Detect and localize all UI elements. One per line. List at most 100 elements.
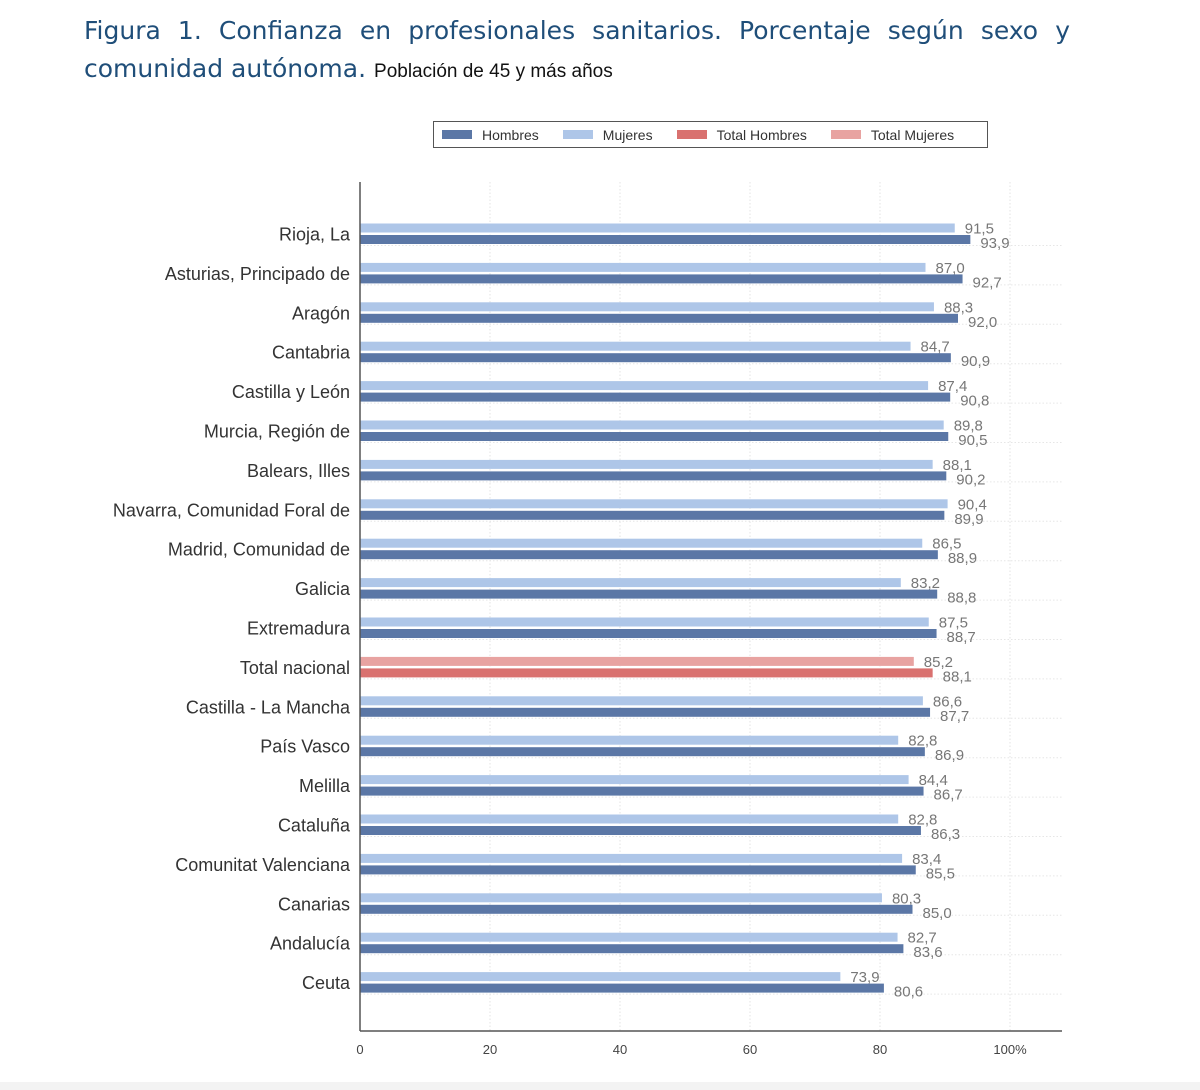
value-label-hombres-total-nacional: 88,1: [943, 668, 972, 685]
x-tick-label-60: 60: [743, 1042, 757, 1057]
category-label-canarias: Canarias: [278, 894, 350, 914]
bar-mujeres-total-nacional: [360, 656, 914, 666]
bar-hombres-melilla: [360, 786, 924, 796]
value-label-hombres-navarra-comunidad-foral-de: 89,9: [954, 511, 983, 528]
bar-hombres-madrid-comunidad-de: [360, 550, 938, 560]
legend-item-mujeres: Mujeres: [562, 126, 653, 143]
bar-hombres-andalucia: [360, 944, 904, 954]
value-label-hombres-pais-vasco: 86,9: [935, 747, 964, 764]
value-label-hombres-rioja-la: 93,9: [980, 235, 1009, 252]
category-label-andalucia: Andalucía: [270, 934, 351, 954]
bar-hombres-navarra-comunidad-foral-de: [360, 510, 945, 520]
legend-label-mujeres: Mujeres: [602, 126, 653, 143]
bar-hombres-ceuta: [360, 983, 884, 993]
category-label-total-nacional: Total nacional: [240, 658, 350, 678]
page-footer-band: [0, 1082, 1200, 1090]
value-label-hombres-comunitat-valenciana: 85,5: [926, 865, 955, 882]
bar-mujeres-cataluna: [360, 814, 899, 824]
legend-item-total-mujeres: Total Mujeres: [830, 126, 955, 143]
value-label-hombres-madrid-comunidad-de: 88,9: [948, 550, 977, 567]
bar-mujeres-cantabria: [360, 341, 911, 351]
value-label-mujeres-asturias-principado-de: 87,0: [936, 260, 965, 277]
category-label-rioja-la: Rioja, La: [279, 225, 351, 245]
bar-mujeres-castilla-la-mancha: [360, 696, 923, 706]
bar-mujeres-madrid-comunidad-de: [360, 538, 923, 548]
x-tick-label-80: 80: [873, 1042, 887, 1057]
category-label-castilla-la-mancha: Castilla - La Mancha: [186, 697, 351, 717]
value-label-mujeres-pais-vasco: 82,8: [908, 733, 937, 750]
legend-swatch-total-mujeres: [830, 130, 861, 139]
category-label-balears-illes: Balears, Illes: [247, 461, 350, 481]
value-label-hombres-cantabria: 90,9: [961, 353, 990, 370]
bar-mujeres-andalucia: [360, 932, 898, 942]
legend-swatch-hombres: [442, 130, 472, 139]
bar-hombres-castilla-y-leon: [360, 392, 951, 402]
value-label-hombres-castilla-la-mancha: 87,7: [940, 708, 969, 725]
value-label-mujeres-comunitat-valenciana: 83,4: [912, 851, 941, 868]
legend-label-total-mujeres: Total Mujeres: [870, 126, 955, 143]
category-label-melilla: Melilla: [299, 776, 351, 796]
bar-hombres-comunitat-valenciana: [360, 865, 916, 875]
category-label-galicia: Galicia: [295, 579, 351, 599]
x-tick-label-40: 40: [613, 1042, 627, 1057]
bar-hombres-balears-illes: [360, 471, 947, 481]
value-label-mujeres-rioja-la: 91,5: [965, 221, 994, 238]
bar-mujeres-galicia: [360, 578, 901, 588]
category-label-castilla-y-leon: Castilla y León: [232, 382, 350, 402]
bar-hombres-murcia-region-de: [360, 432, 949, 441]
bar-hombres-asturias-principado-de: [360, 274, 963, 284]
legend-label-total-hombres: Total Hombres: [716, 126, 807, 143]
value-label-mujeres-ceuta: 73,9: [850, 969, 879, 986]
value-label-hombres-galicia: 88,8: [947, 590, 976, 607]
value-label-hombres-castilla-y-leon: 90,8: [960, 393, 989, 410]
category-label-extremadura: Extremadura: [247, 619, 351, 639]
bar-hombres-cataluna: [360, 826, 921, 835]
value-label-mujeres-andalucia: 82,7: [908, 930, 937, 947]
category-label-asturias-principado-de: Asturias, Principado de: [165, 264, 350, 284]
value-label-mujeres-total-nacional: 85,2: [924, 654, 953, 671]
value-label-mujeres-canarias: 80,3: [892, 890, 921, 907]
category-label-cataluna: Cataluña: [278, 816, 351, 836]
value-label-mujeres-aragon: 88,3: [944, 299, 973, 316]
bar-hombres-pais-vasco: [360, 747, 925, 757]
value-label-mujeres-castilla-la-mancha: 86,6: [933, 693, 962, 710]
legend-swatch-total-hombres: [676, 130, 707, 139]
legend-swatch-mujeres: [562, 130, 593, 139]
value-label-hombres-cataluna: 86,3: [931, 826, 960, 843]
x-tick-label-20: 20: [483, 1042, 497, 1057]
value-label-mujeres-cantabria: 84,7: [921, 339, 950, 356]
value-label-hombres-aragon: 92,0: [968, 314, 997, 331]
figure-title: Figura 1. Confianza en profesionales san…: [84, 16, 1070, 83]
value-label-hombres-canarias: 85,0: [923, 905, 952, 922]
bar-mujeres-comunitat-valenciana: [360, 853, 903, 863]
category-label-comunitat-valenciana: Comunitat Valenciana: [175, 855, 351, 875]
legend-item-hombres: Hombres: [442, 127, 539, 143]
bar-hombres-galicia: [360, 589, 938, 599]
bar-hombres-cantabria: [360, 353, 951, 363]
category-label-madrid-comunidad-de: Madrid, Comunidad de: [168, 540, 350, 560]
bar-hombres-aragon: [360, 313, 958, 323]
bar-mujeres-melilla: [360, 775, 909, 785]
value-label-mujeres-murcia-region-de: 89,8: [954, 418, 983, 435]
value-label-mujeres-navarra-comunidad-foral-de: 90,4: [958, 496, 987, 513]
value-label-mujeres-cataluna: 82,8: [908, 812, 937, 829]
value-label-hombres-ceuta: 80,6: [894, 984, 923, 1001]
value-label-mujeres-castilla-y-leon: 87,4: [938, 378, 967, 395]
category-label-cantabria: Cantabria: [272, 343, 351, 363]
value-label-mujeres-balears-illes: 88,1: [943, 457, 972, 474]
category-label-murcia-region-de: Murcia, Región de: [204, 422, 350, 442]
x-tick-label-0: 0: [356, 1042, 363, 1057]
bar-hombres-castilla-la-mancha: [360, 707, 931, 717]
bar-mujeres-navarra-comunidad-foral-de: [360, 499, 948, 509]
value-label-hombres-balears-illes: 90,2: [956, 471, 985, 488]
figure-subtitle: Población de 45 y más años: [374, 61, 613, 82]
bar-mujeres-canarias: [360, 893, 882, 903]
figure-caption: Figura 1. Confianza en profesionales san…: [84, 12, 1070, 91]
value-label-hombres-extremadura: 88,7: [947, 629, 976, 646]
legend-item-total-hombres: Total Hombres: [676, 126, 807, 143]
chart-legend: Hombres Mujeres Total Hombres Total Muje…: [433, 121, 988, 148]
value-label-hombres-andalucia: 83,6: [913, 944, 942, 961]
bar-hombres-total-nacional: [360, 668, 933, 678]
value-label-mujeres-melilla: 84,4: [919, 772, 948, 789]
